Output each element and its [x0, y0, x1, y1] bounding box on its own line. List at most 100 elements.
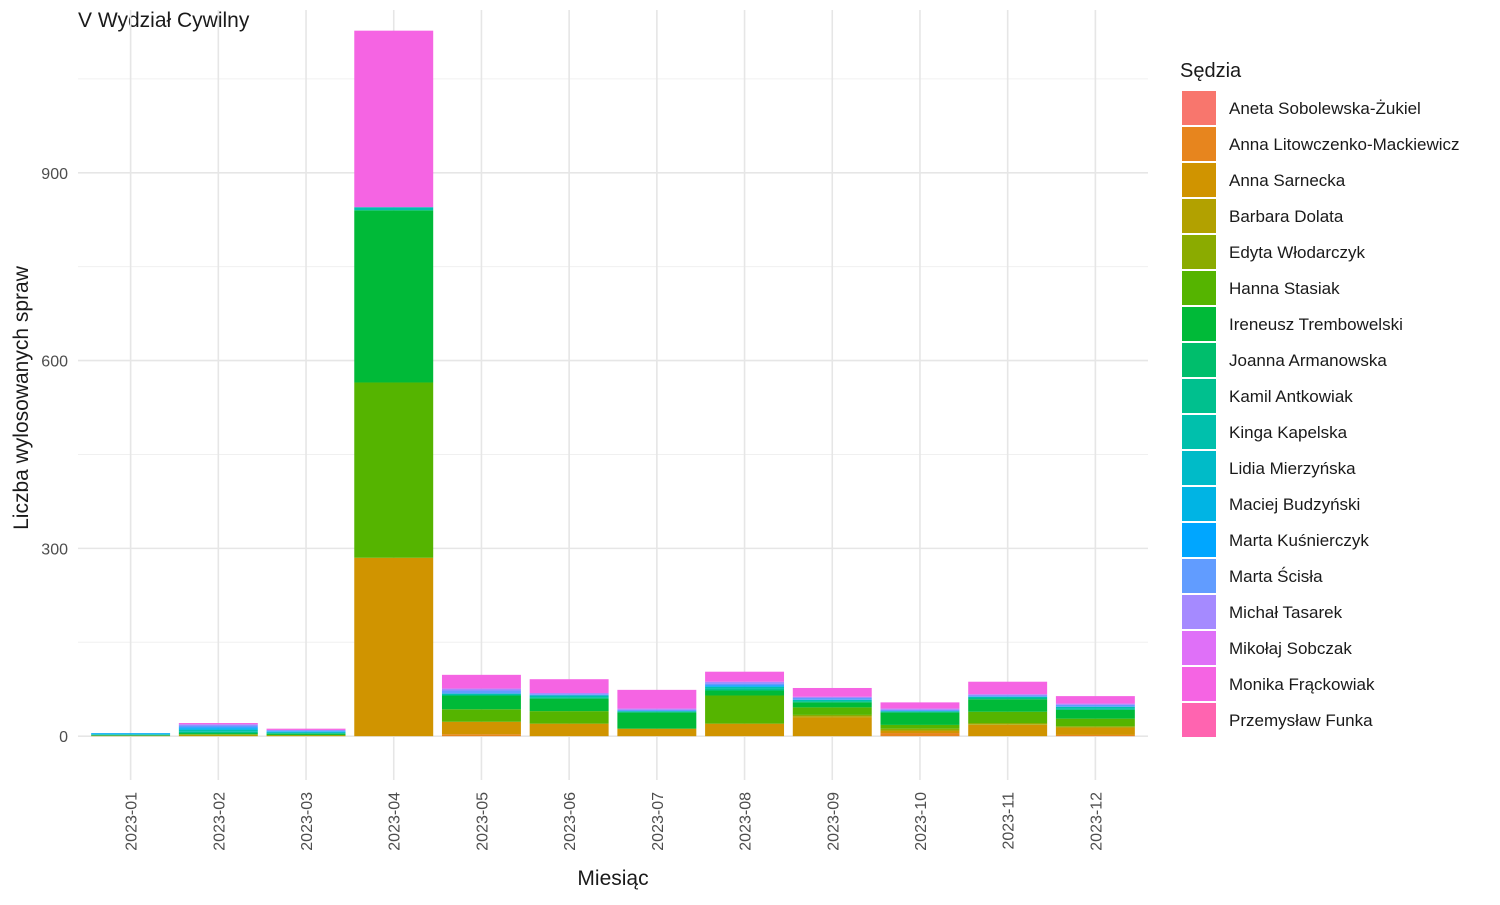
- y-tick-label: 600: [41, 354, 68, 371]
- bar-segment: [968, 696, 1048, 698]
- bar-segment: [617, 728, 697, 737]
- bar-segment: [1055, 709, 1135, 719]
- bar-segment: [441, 695, 521, 710]
- bar-segment: [880, 702, 960, 709]
- bar-segment: [968, 699, 1048, 712]
- x-tick-label: 2023-08: [738, 792, 755, 851]
- legend-swatch: [1182, 667, 1216, 701]
- bar-segment: [354, 557, 434, 737]
- bar-segment: [880, 724, 960, 729]
- bar-segment: [705, 723, 785, 737]
- legend-swatch: [1182, 379, 1216, 413]
- x-tick-label: 2023-07: [650, 792, 667, 851]
- bar-segment: [792, 697, 872, 700]
- legend-title: Sędzia: [1180, 60, 1242, 82]
- bar-segment: [441, 688, 521, 691]
- bar-segment: [792, 707, 872, 715]
- bars-layer: [91, 30, 1135, 737]
- legend-label: Anna Litowczenko-Mackiewicz: [1229, 135, 1460, 154]
- legend-swatch: [1182, 703, 1216, 737]
- legend-label: Aneta Sobolewska-Żukiel: [1229, 99, 1421, 118]
- legend-swatch: [1182, 451, 1216, 485]
- bar-segment: [441, 709, 521, 722]
- x-tick-label: 2023-12: [1088, 792, 1105, 851]
- bar-segment: [1055, 706, 1135, 709]
- bar-segment: [91, 733, 171, 735]
- bar-segment: [266, 734, 346, 736]
- legend-item: Anna Litowczenko-Mackiewicz: [1182, 127, 1460, 161]
- bar-segment: [792, 687, 872, 697]
- bar-segment: [529, 698, 609, 712]
- legend-label: Barbara Dolata: [1229, 207, 1344, 226]
- bar-segment: [705, 683, 785, 686]
- bar-segment: [1055, 703, 1135, 705]
- legend-label: Przemysław Funka: [1229, 711, 1373, 730]
- bar-segment: [266, 729, 346, 731]
- legend-item: Michał Tasarek: [1182, 595, 1343, 629]
- bar-segment: [266, 733, 346, 734]
- legend-item: Przemysław Funka: [1182, 703, 1373, 737]
- bar-segment: [968, 724, 1048, 737]
- x-axis-title: Miesiąc: [577, 867, 648, 890]
- legend-label: Ireneusz Trembowelski: [1229, 315, 1403, 334]
- bar-segment: [792, 717, 872, 737]
- bar-segment: [178, 727, 258, 729]
- bar-segment: [266, 735, 346, 737]
- legend-item: Barbara Dolata: [1182, 199, 1344, 233]
- legend-swatch: [1182, 487, 1216, 521]
- legend-swatch: [1182, 595, 1216, 629]
- legend-swatch: [1182, 91, 1216, 125]
- bar-segment: [178, 723, 258, 725]
- bar-segment: [1055, 704, 1135, 707]
- bar-segment: [266, 731, 346, 733]
- bar-segment: [529, 711, 609, 724]
- legend-item: Joanna Armanowska: [1182, 343, 1387, 377]
- legend-item: Kamil Antkowiak: [1182, 379, 1353, 413]
- bar-segment: [617, 709, 697, 712]
- bar-segment: [792, 699, 872, 702]
- bar-segment: [968, 724, 1048, 725]
- legend-label: Monika Frąckowiak: [1229, 675, 1375, 694]
- x-tick-label: 2023-06: [562, 792, 579, 851]
- bar-segment: [705, 681, 785, 684]
- legend-label: Kamil Antkowiak: [1229, 387, 1353, 406]
- bar-segment: [792, 716, 872, 718]
- bar-segment: [1055, 718, 1135, 727]
- bar-segment: [968, 694, 1048, 696]
- bar-segment: [968, 723, 1048, 725]
- x-tick-label: 2023-05: [474, 792, 491, 851]
- legend-swatch: [1182, 163, 1216, 197]
- bar-segment: [266, 733, 346, 735]
- legend-swatch: [1182, 415, 1216, 449]
- bar-segment: [705, 695, 785, 724]
- bar-segment: [880, 708, 960, 710]
- bar-segment: [1055, 727, 1135, 735]
- legend-item: Anna Sarnecka: [1182, 163, 1346, 197]
- bar-segment: [441, 721, 521, 735]
- legend-swatch: [1182, 523, 1216, 557]
- legend-item: Kinga Kapelska: [1182, 415, 1348, 449]
- bar-segment: [178, 724, 258, 726]
- x-tick-label: 2023-09: [825, 792, 842, 851]
- legend-label: Maciej Budzyński: [1229, 495, 1360, 514]
- bar-segment: [880, 733, 960, 737]
- bar-segment: [91, 734, 171, 735]
- bar-segment: [178, 734, 258, 737]
- legend-swatch: [1182, 307, 1216, 341]
- bar-segment: [792, 696, 872, 698]
- bar-segment: [968, 695, 1048, 697]
- legend-item: Edyta Włodarczyk: [1182, 235, 1366, 269]
- legend-item: Monika Frąckowiak: [1182, 667, 1375, 701]
- bar-segment: [266, 730, 346, 732]
- legend-swatch: [1182, 127, 1216, 161]
- legend-swatch: [1182, 343, 1216, 377]
- x-tick-label: 2023-02: [211, 792, 228, 851]
- chart-title: V Wydział Cywilny: [78, 9, 250, 32]
- x-tick-label: 2023-10: [913, 792, 930, 851]
- bar-segment: [617, 712, 697, 729]
- bar-segment: [441, 690, 521, 694]
- y-tick-label: 0: [59, 729, 68, 746]
- legend-swatch: [1182, 199, 1216, 233]
- y-tick-label: 900: [41, 166, 68, 183]
